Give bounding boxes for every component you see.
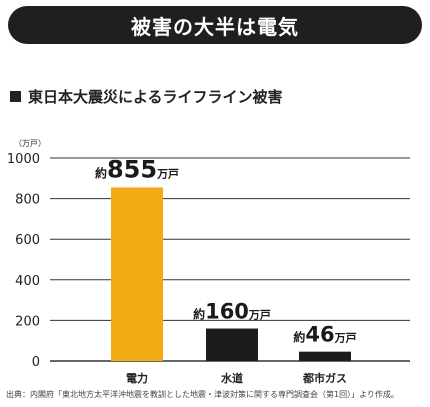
data-label-unit: 万戸 bbox=[156, 167, 179, 180]
bar bbox=[111, 187, 163, 361]
data-label: 約855万戸 bbox=[95, 155, 179, 183]
x-tick-label: 電力 bbox=[126, 371, 148, 385]
y-tick-label: 800 bbox=[15, 193, 40, 208]
source-note: 出典：内閣府「東北地方太平洋沖地震を教訓とした地震・津波対策に関する専門調査会（… bbox=[6, 390, 399, 399]
data-label-unit: 万戸 bbox=[248, 309, 271, 322]
data-label: 約46万戸 bbox=[293, 323, 356, 347]
y-tick-label: 0 bbox=[32, 355, 40, 370]
data-label-value: 855 bbox=[107, 155, 157, 183]
data-label-value: 46 bbox=[305, 323, 334, 347]
data-label-value: 160 bbox=[205, 300, 249, 324]
y-tick-label: 1000 bbox=[7, 152, 40, 167]
data-label-prefix: 約 bbox=[293, 330, 305, 345]
banner-title: 被害の大半は電気 bbox=[131, 14, 299, 39]
chart-title-text: 東日本大震災によるライフライン被害 bbox=[28, 88, 283, 106]
y-tick-label: 200 bbox=[15, 314, 40, 329]
y-tick-label: 400 bbox=[15, 274, 40, 289]
x-tick-label: 都市ガス bbox=[302, 371, 347, 385]
y-tick-label: 600 bbox=[15, 233, 40, 248]
data-label-prefix: 約 bbox=[95, 165, 107, 180]
bar bbox=[299, 351, 351, 361]
bar bbox=[206, 328, 258, 361]
data-label-prefix: 約 bbox=[193, 307, 205, 322]
y-unit-label: （万戸） bbox=[14, 139, 46, 148]
x-tick-label: 水道 bbox=[221, 371, 243, 385]
chart-title: 東日本大震災によるライフライン被害 bbox=[10, 86, 283, 107]
square-bullet-icon bbox=[10, 91, 21, 102]
title-banner: 被害の大半は電気 bbox=[8, 6, 422, 44]
data-label-unit: 万戸 bbox=[334, 332, 357, 345]
data-label: 約160万戸 bbox=[193, 300, 271, 324]
